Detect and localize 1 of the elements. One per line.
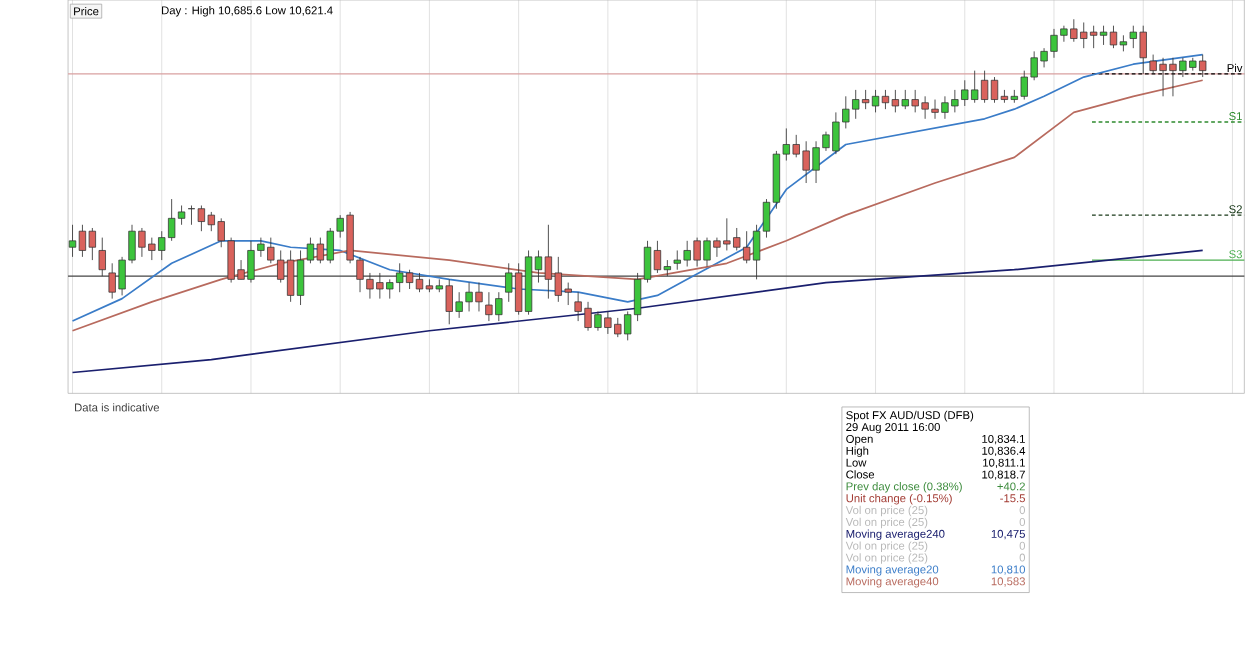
candlestick: [98, 237, 106, 277]
